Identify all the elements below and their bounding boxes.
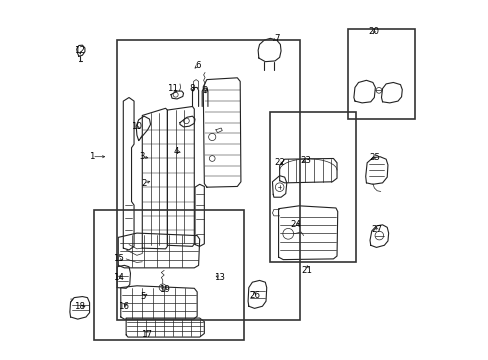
Bar bbox=[117, 40, 300, 320]
Bar bbox=[348, 30, 414, 119]
Text: 1: 1 bbox=[89, 152, 95, 161]
Bar bbox=[269, 112, 355, 262]
Text: 10: 10 bbox=[130, 122, 142, 131]
Text: 4: 4 bbox=[173, 147, 179, 156]
Text: 19: 19 bbox=[159, 285, 170, 294]
Text: 2: 2 bbox=[141, 179, 146, 188]
Text: 17: 17 bbox=[141, 330, 152, 339]
Text: 6: 6 bbox=[195, 61, 200, 70]
Text: 21: 21 bbox=[301, 266, 312, 275]
Text: 25: 25 bbox=[369, 153, 380, 162]
Bar bbox=[94, 211, 244, 339]
Text: 14: 14 bbox=[113, 273, 123, 282]
Text: 18: 18 bbox=[74, 302, 85, 311]
Text: 5: 5 bbox=[141, 292, 146, 301]
Text: 3: 3 bbox=[139, 152, 145, 161]
Text: 8: 8 bbox=[189, 84, 195, 93]
Text: 15: 15 bbox=[113, 254, 123, 263]
Text: 27: 27 bbox=[371, 225, 382, 234]
Text: 9: 9 bbox=[202, 86, 207, 95]
Text: 7: 7 bbox=[273, 34, 279, 43]
Text: 16: 16 bbox=[118, 302, 128, 311]
Text: 13: 13 bbox=[213, 273, 224, 282]
Text: 20: 20 bbox=[368, 27, 379, 36]
Text: 22: 22 bbox=[274, 158, 285, 167]
Text: 23: 23 bbox=[300, 156, 311, 165]
Text: 24: 24 bbox=[290, 220, 301, 229]
Text: 12: 12 bbox=[74, 46, 85, 55]
Text: 11: 11 bbox=[166, 84, 177, 93]
Text: 26: 26 bbox=[248, 291, 260, 300]
